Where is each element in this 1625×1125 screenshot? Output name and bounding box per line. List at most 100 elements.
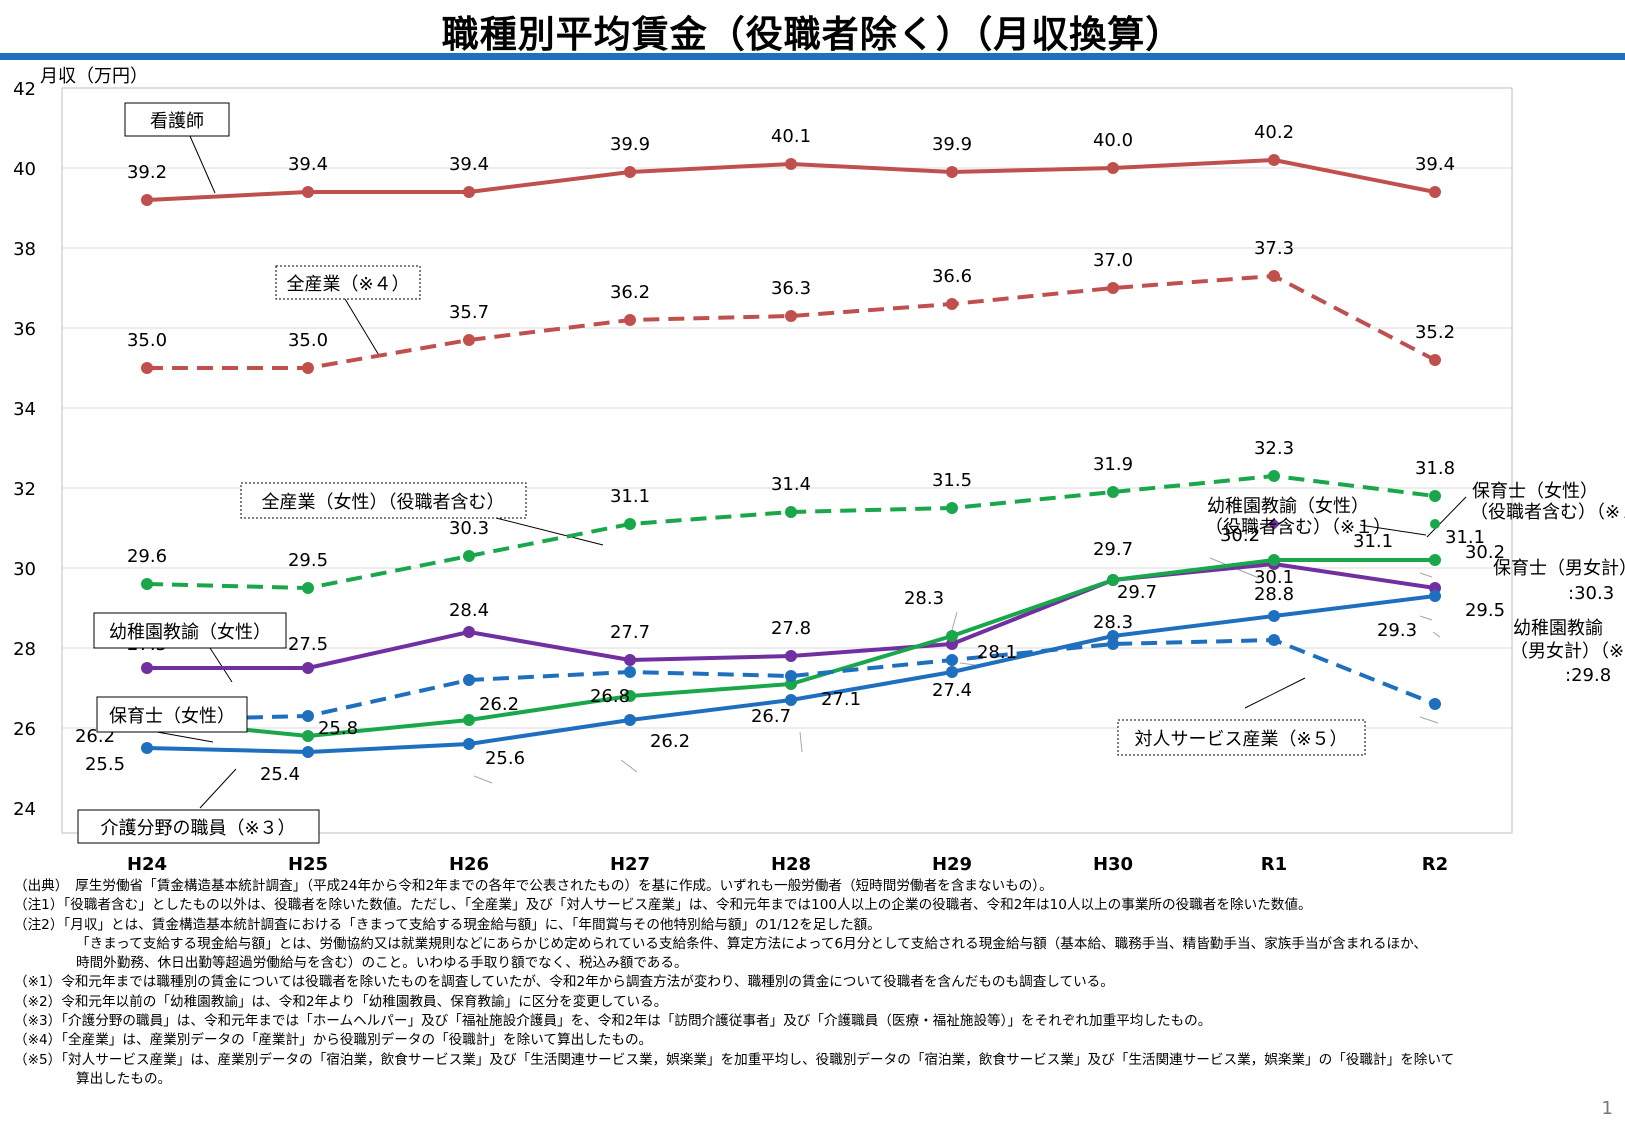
ann-kinder-all-3: :29.8	[1565, 665, 1611, 686]
x-tick-label: R2	[1422, 854, 1448, 875]
data-point-nurse	[463, 186, 475, 198]
extra-point-nursery-incl	[1430, 519, 1440, 529]
legend-nursery-label: 保育士（女性）	[109, 706, 235, 727]
leader-line	[1419, 572, 1433, 578]
data-point-nursery	[1268, 554, 1280, 566]
data-point-nurse	[946, 166, 958, 178]
legend-nurse: 看護師	[124, 102, 230, 137]
data-point-all	[141, 362, 153, 374]
leader-line	[495, 517, 604, 546]
data-point-allf	[1268, 470, 1280, 482]
ann-nursery-all-1: 保育士（男女計）	[1493, 558, 1625, 579]
data-point-all	[624, 314, 636, 326]
data-point-all	[1429, 354, 1441, 366]
data-point-allf	[785, 506, 797, 518]
data-point-service	[785, 670, 797, 682]
data-label-nursery: 28.3	[904, 588, 944, 609]
data-point-care	[785, 694, 797, 706]
data-label-all: 36.3	[771, 278, 811, 299]
x-tick-label: R1	[1261, 854, 1287, 875]
leader-line	[473, 775, 493, 784]
x-tick-label: H24	[127, 854, 167, 875]
data-point-all	[1268, 270, 1280, 282]
note-2: （注2）「月収」とは、賃金構造基本統計調査における「きまって支給する現金給与額」…	[14, 916, 881, 933]
data-point-all	[302, 362, 314, 374]
data-point-kinder	[624, 654, 636, 666]
y-tick-label: 42	[13, 79, 36, 100]
data-point-care	[1429, 590, 1441, 602]
val-nursery-incl: 31.1	[1445, 527, 1485, 548]
leader-line	[189, 135, 216, 194]
ann-kinder-all-2: （男女計）（※２）	[1510, 641, 1625, 662]
data-point-all	[946, 298, 958, 310]
leader-line	[1432, 631, 1441, 638]
leader-line	[344, 298, 381, 358]
data-label-care: 28.3	[1093, 612, 1133, 633]
data-label-all: 36.6	[932, 266, 972, 287]
data-label-kinder: 28.4	[449, 600, 489, 621]
y-tick-label: 30	[13, 559, 36, 580]
data-label-allf: 29.5	[288, 550, 328, 571]
x-tick-label: H28	[771, 854, 811, 875]
data-point-nursery	[1429, 554, 1441, 566]
data-point-care	[624, 714, 636, 726]
legend-care-label: 介護分野の職員（※３）	[100, 818, 295, 839]
data-label-kinder: 29.7	[1117, 582, 1157, 603]
legend-nurse-label: 看護師	[150, 111, 204, 132]
leader-line	[209, 647, 233, 683]
data-label-kinder: 28.1	[977, 642, 1017, 663]
y-tick-label: 24	[13, 799, 36, 820]
x-tick-label: H26	[449, 854, 489, 875]
y-tick-label: 40	[13, 159, 36, 180]
footnotes: （出典） 厚生労働省「賃金構造基本統計調査」（平成24年から令和2年までの各年で…	[14, 877, 1614, 1089]
data-point-all	[785, 310, 797, 322]
data-label-nurse: 39.4	[288, 154, 328, 175]
leader-line	[199, 768, 237, 809]
series-line-all	[147, 274, 1436, 370]
note-asterisk-4: （※4）「全産業」は、産業別データの「産業計」から役職別データの「役職計」を除い…	[14, 1032, 653, 1049]
data-label-nursery: 29.7	[1093, 539, 1133, 560]
data-point-kinder	[141, 662, 153, 674]
data-label-all: 36.2	[610, 282, 650, 303]
leader-line	[156, 731, 214, 743]
y-tick-label: 26	[13, 719, 36, 740]
data-label-care: 27.4	[932, 680, 972, 701]
y-tick-label: 32	[13, 479, 36, 500]
series-line-service	[146, 638, 1436, 722]
data-point-all	[463, 334, 475, 346]
data-labels: 39.2 39.4 39.4 39.9 40.1 39.9 40.0 40.2 39.4 35.0…	[75, 122, 1505, 785]
data-point-allf	[624, 518, 636, 530]
data-label-allf: 31.4	[771, 474, 811, 495]
data-label-nursery: 30.2	[1220, 525, 1260, 546]
legend-kindergarten: 幼稚園教諭（女性）	[93, 612, 287, 649]
data-label-care: 25.6	[485, 748, 525, 769]
data-label-all: 35.0	[127, 330, 167, 351]
leader-line	[1244, 677, 1306, 709]
val-kinder-incl: 31.1	[1353, 531, 1393, 552]
legend-kindergarten-label: 幼稚園教諭（女性）	[109, 622, 271, 643]
y-tick-label: 36	[13, 319, 36, 340]
data-label-nurse: 40.1	[771, 126, 811, 147]
data-point-allf	[141, 578, 153, 590]
legend-nursery: 保育士（女性）	[96, 696, 248, 733]
data-point-allf	[463, 550, 475, 562]
legend-service-label: 対人サービス産業（※５）	[1134, 729, 1347, 750]
data-point-nursery	[946, 630, 958, 642]
data-point-service	[1107, 638, 1119, 650]
y-axis-label: 月収（万円）	[40, 66, 148, 87]
data-label-allf: 30.3	[449, 518, 489, 539]
data-label-nursery: 30.2	[1465, 542, 1505, 563]
data-label-all: 35.2	[1415, 322, 1455, 343]
data-point-care	[463, 738, 475, 750]
leader-line	[959, 662, 976, 666]
data-label-allf: 31.8	[1415, 458, 1455, 479]
data-label-all: 37.3	[1254, 238, 1294, 259]
data-label-care: 25.5	[85, 754, 125, 775]
data-label-nurse: 39.4	[449, 154, 489, 175]
extra-point-kinder-incl	[1268, 518, 1280, 530]
x-tick-label: H27	[610, 854, 650, 875]
legend-all-industry: 全産業（※４）	[275, 265, 421, 300]
data-label-allf: 31.1	[610, 486, 650, 507]
data-point-nurse	[1107, 162, 1119, 174]
data-label-nursery: 25.8	[318, 718, 358, 739]
